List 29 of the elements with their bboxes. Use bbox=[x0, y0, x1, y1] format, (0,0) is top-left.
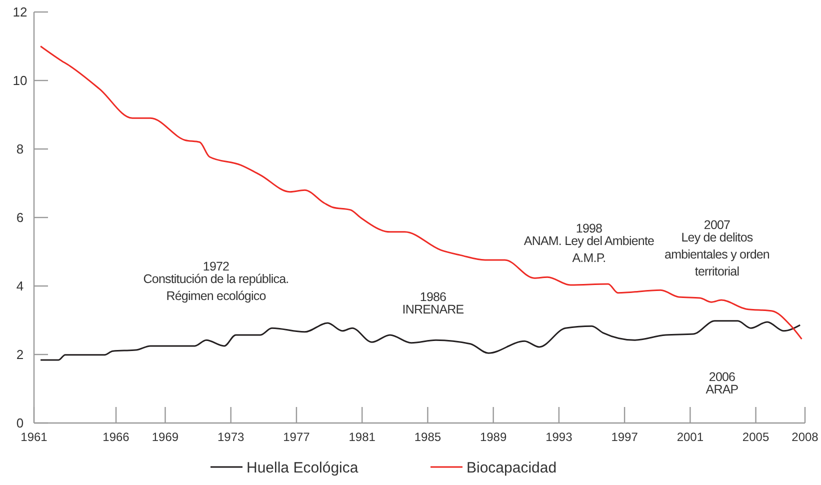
y-tick-label: 4 bbox=[16, 278, 24, 294]
line-series bbox=[40, 46, 802, 340]
line-series bbox=[40, 320, 801, 361]
legend-label: Huella Ecológica bbox=[246, 459, 359, 476]
y-tick-label: 0 bbox=[16, 416, 24, 431]
x-tick-label: 1993 bbox=[546, 430, 573, 444]
legend-label: Biocapacidad bbox=[466, 459, 557, 476]
y-tick-label: 10 bbox=[12, 73, 28, 88]
x-tick-label: 1969 bbox=[152, 430, 179, 444]
y-tick-label: 12 bbox=[12, 4, 28, 20]
x-tick-label: 2008 bbox=[792, 430, 819, 444]
annotation: 2006 ARAP bbox=[706, 370, 738, 396]
x-tick-label: 1981 bbox=[348, 430, 376, 444]
annotation: 1972 Constitución de la república. Régimen ecológico bbox=[143, 259, 289, 303]
x-tick-label: 2005 bbox=[742, 430, 770, 444]
x-tick-label: 1966 bbox=[102, 430, 130, 444]
x-tick-label: 2001 bbox=[676, 430, 704, 444]
annotation: 1986 INRENARE bbox=[402, 290, 464, 316]
y-tick-label: 2 bbox=[16, 347, 24, 362]
annotation: 2007 Ley de delitos ambientales y orden territorial bbox=[664, 218, 770, 278]
y-tick-label: 8 bbox=[16, 142, 24, 157]
annotation: 1998 ANAM. Ley del Ambiente A.M.P. bbox=[524, 221, 655, 265]
x-tick-label: 1977 bbox=[283, 430, 310, 444]
x-tick-label: 1961 bbox=[20, 430, 48, 444]
x-tick-label: 1989 bbox=[480, 430, 507, 444]
x-tick-label: 1997 bbox=[611, 430, 638, 444]
x-tick-label: 1973 bbox=[218, 430, 245, 444]
y-tick-label: 6 bbox=[16, 210, 24, 226]
x-tick-label: 1985 bbox=[414, 430, 442, 444]
